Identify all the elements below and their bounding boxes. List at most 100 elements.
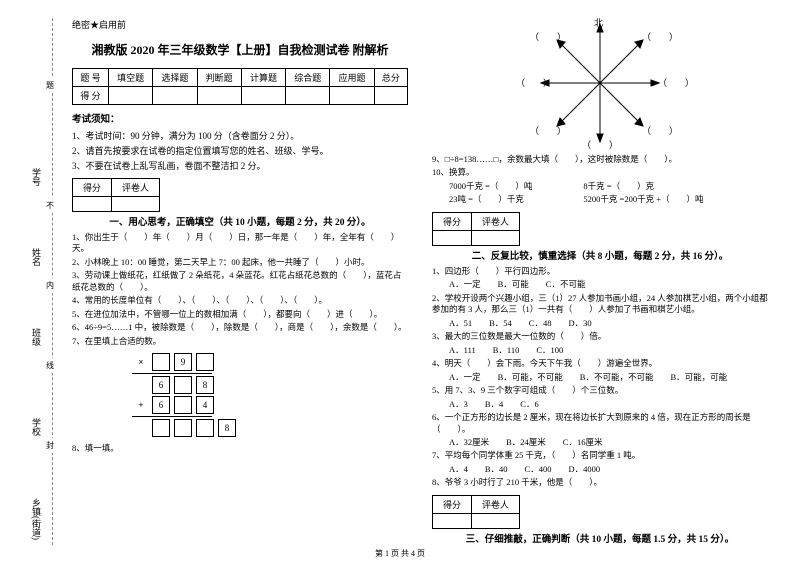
td <box>433 513 472 528</box>
td <box>433 230 472 245</box>
calc-cell: 9 <box>174 353 192 371</box>
th: 应用题 <box>330 69 374 87</box>
compass-north: 北 <box>594 16 603 29</box>
notice-head: 考试须知： <box>72 111 408 125</box>
calc-cell <box>152 353 170 371</box>
section-score: 得分评卷人 <box>432 212 520 246</box>
mid-label: 不 <box>46 198 54 213</box>
binding-column: 乡镇(街道) 学校 班级 姓名 学号 题 内 线 封 不 <box>20 18 60 545</box>
question: 8、爷爷 3 小时行了 210 千米，他是（ ）。 <box>432 477 768 488</box>
question: A．一定 B．可能，不可能 B．不可能，不可能 B．可能，可能 <box>432 372 768 383</box>
left-column: 绝密★启用前 湘教版 2020 年三年级数学【上册】自我检测试卷 附解析 题 号… <box>60 18 420 545</box>
compass-label: （ ） <box>658 76 694 89</box>
question: 2、小林晚上 10：00 睡觉，第二天早上 7：00 起床，他一共睡了（ ）小时… <box>72 257 408 268</box>
compass-label: （ ） <box>642 30 678 43</box>
th: 填空题 <box>108 69 152 87</box>
notice-item: 2、请首先按要求在试卷的指定位置填写您的姓名、班级、学号。 <box>72 144 408 157</box>
question: 1、你出生于（ ）年（ ）月（ ）日，那一年是（ ）年，全年有（ ）天。 <box>72 232 408 255</box>
question: A．4 B．40 C．400 D．4000 <box>432 464 768 475</box>
td <box>197 87 241 105</box>
calc-cell: 6 <box>152 376 170 394</box>
question: 6、一个正方形的边长是 2 厘米，现在将边长扩大到原来的 4 倍，现在正方形的周… <box>432 412 768 435</box>
notice-item: 1、考试时间：90 分钟，满分为 100 分（含卷面分 2 分）。 <box>72 129 408 142</box>
section3-title: 三、仔细推敲，正确判断（共 10 小题，每题 1.5 分，共 15 分）。 <box>432 531 768 545</box>
td <box>108 87 152 105</box>
calc-cell <box>174 396 192 414</box>
question: 7、平均每个同学体重 25 千克，（ ）名同学重 1 吨。 <box>432 450 768 461</box>
question: A．3 B．4 C．6 <box>432 399 768 410</box>
question: 3、劳动课上做纸花，红纸做了 2 朵纸花，4 朵蓝花。红花占纸花总数的（ ），蓝… <box>72 270 408 293</box>
mid-label: 题 <box>46 78 54 93</box>
th: 总分 <box>374 69 407 87</box>
confidential: 绝密★启用前 <box>72 18 408 31</box>
question: 5、用 7、3、9 三个数字可组成（ ）个三位数。 <box>432 385 768 396</box>
vertical-calc: × 9 6 8 + 6 4 <box>132 353 408 437</box>
notice-list: 1、考试时间：90 分钟，满分为 100 分（含卷面分 2 分）。 2、请首先按… <box>72 129 408 172</box>
calc-cell <box>174 376 192 394</box>
td: 评卷人 <box>472 212 520 230</box>
compass-label: （ ） <box>530 30 566 43</box>
binding-label: 乡镇(街道) <box>30 498 43 540</box>
question: 6、46÷9=5……1 中，被除数是（ ），除数是（ ），商是（ ），余数是（ … <box>72 322 408 333</box>
mid-label: 线 <box>46 358 54 373</box>
section2-questions: 1、四边形（ ）平行四边形。 A．一定 B．可能 C．不可能 2、学校开设两个兴… <box>432 266 768 489</box>
td: 得 分 <box>73 87 109 105</box>
question: 10、换算。 <box>432 167 768 178</box>
compass-label: （ ） <box>582 138 618 151</box>
th: 综合题 <box>286 69 330 87</box>
question: A．51 B．54 C．48 D．30 <box>432 318 768 329</box>
th: 计算题 <box>241 69 285 87</box>
binding-label: 学校 <box>30 418 43 436</box>
question: 1、四边形（ ）平行四边形。 <box>432 266 768 277</box>
td: 得分 <box>433 495 472 513</box>
question: 23吨 =（ ）千克 5200千克 =200千克 +（ ）吨 <box>432 194 768 205</box>
td: 得分 <box>433 212 472 230</box>
calc-cell <box>174 419 192 437</box>
mid-label: 内 <box>46 278 54 293</box>
calc-cell: 4 <box>196 396 214 414</box>
question: 7、在里填上合适的数。 <box>72 336 408 347</box>
compass-label: （ ） <box>642 124 678 137</box>
question: 4、常用的长度单位有（ ）、（ ）、（ ）、（ ）、（ ）。 <box>72 295 408 306</box>
notice-item: 3、不要在试卷上乱写乱画，卷面不整洁扣 2 分。 <box>72 159 408 172</box>
right-top-questions: 9、□÷8=138……□，余数最大填（ ），这时被除数是（ ）。 10、换算。 … <box>432 154 768 206</box>
td <box>73 197 112 212</box>
question: A．32厘米 B．24厘米 C．16厘米 <box>432 437 768 448</box>
binding-label: 姓名 <box>30 248 43 266</box>
calc-cell <box>196 419 214 437</box>
th: 判断题 <box>197 69 241 87</box>
mid-label: 封 <box>46 438 54 453</box>
td <box>112 197 160 212</box>
exam-title: 湘教版 2020 年三年级数学【上册】自我检测试卷 附解析 <box>72 41 408 58</box>
question: 4、明天（ ）会下雨。今天下午我（ ）游遍全世界。 <box>432 358 768 369</box>
right-column: 北 （ ） （ ） （ ） （ ） （ ） （ ） （ ） 9、□÷8=138…… <box>420 18 780 545</box>
question: 3、最大的三位数是最大一位数的（ ）倍。 <box>432 331 768 342</box>
td: 评卷人 <box>112 179 160 197</box>
section1-q8: 8、填一填。 <box>72 443 408 454</box>
td: 评卷人 <box>472 495 520 513</box>
section-score: 得分评卷人 <box>432 495 520 529</box>
question: 7000千克 =（ ）吨 8千克 =（ ）克 <box>432 181 768 192</box>
calc-cell: 8 <box>218 419 236 437</box>
compass-label: （ ） <box>530 124 566 137</box>
td <box>374 87 407 105</box>
calc-cell <box>152 419 170 437</box>
td <box>472 230 520 245</box>
calc-cell: 8 <box>196 376 214 394</box>
binding-label: 班级 <box>30 328 43 346</box>
td <box>241 87 285 105</box>
compass-label: （ ） <box>516 76 552 89</box>
td: 得分 <box>73 179 112 197</box>
question: 2、学校开设两个兴趣小组，三（1）27 人参加书画小组，24 人参加棋艺小组，两… <box>432 293 768 316</box>
calc-cell <box>196 353 214 371</box>
td <box>472 513 520 528</box>
calc-cell: 6 <box>152 396 170 414</box>
question: A．一定 B．可能 C．不可能 <box>432 279 768 290</box>
section1-title: 一、用心思考，正确填空（共 10 小题，每题 2 分，共 20 分）。 <box>72 214 408 228</box>
td <box>286 87 330 105</box>
compass-diagram: 北 （ ） （ ） （ ） （ ） （ ） （ ） （ ） <box>520 18 680 148</box>
question: 8、填一填。 <box>72 443 408 454</box>
section2-title: 二、反复比较，慎重选择（共 8 小题，每题 2 分，共 16 分）。 <box>432 248 768 262</box>
th: 题 号 <box>73 69 109 87</box>
question: A．111 B．110 C．100 <box>432 345 768 356</box>
